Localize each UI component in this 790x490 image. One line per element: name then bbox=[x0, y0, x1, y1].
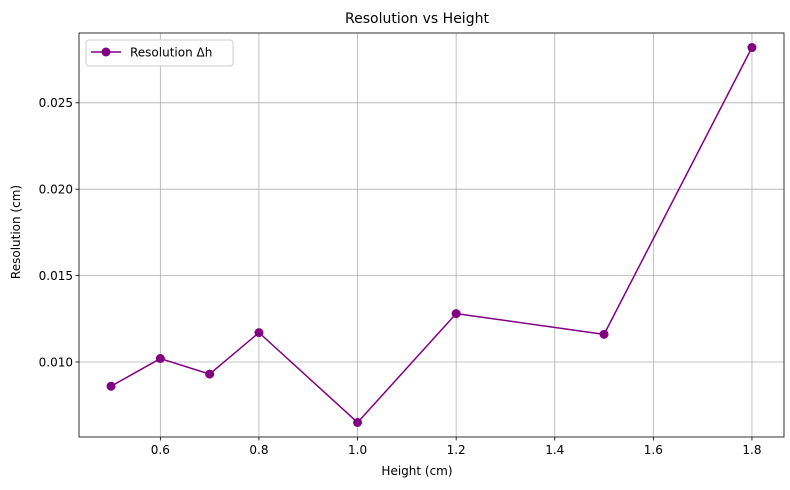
x-tick-label: 1.0 bbox=[348, 443, 367, 457]
grid bbox=[79, 33, 784, 437]
y-axis-label: Resolution (cm) bbox=[9, 185, 23, 279]
x-axis-label: Height (cm) bbox=[381, 464, 452, 478]
legend-entry-label: Resolution Δh bbox=[130, 46, 212, 60]
x-ticks: 0.6 0.8 1.0 1.2 1.4 1.6 1.8 bbox=[151, 437, 762, 457]
y-tick-label: 0.020 bbox=[39, 183, 73, 197]
y-tick-label: 0.010 bbox=[39, 355, 73, 369]
series-layer bbox=[106, 43, 757, 427]
data-point bbox=[254, 328, 264, 338]
data-point bbox=[205, 369, 215, 379]
x-tick-label: 1.2 bbox=[447, 443, 466, 457]
data-point bbox=[155, 354, 165, 364]
x-tick-label: 1.4 bbox=[545, 443, 564, 457]
x-tick-label: 0.6 bbox=[151, 443, 170, 457]
legend: Resolution Δh bbox=[85, 39, 234, 67]
x-tick-label: 1.8 bbox=[742, 443, 761, 457]
plot-frame bbox=[78, 32, 785, 438]
data-point bbox=[106, 381, 116, 391]
data-point bbox=[599, 329, 609, 339]
legend-marker bbox=[101, 47, 111, 57]
y-ticks: 0.010 0.015 0.020 0.025 bbox=[39, 96, 79, 369]
chart-title: Resolution vs Height bbox=[345, 11, 489, 27]
data-point bbox=[747, 43, 757, 53]
data-point bbox=[353, 417, 363, 427]
data-point bbox=[451, 309, 461, 319]
series-line bbox=[110, 46, 753, 424]
x-tick-label: 0.8 bbox=[249, 443, 268, 457]
y-tick-label: 0.025 bbox=[39, 96, 73, 110]
x-tick-label: 1.6 bbox=[644, 443, 663, 457]
legend-box bbox=[85, 39, 234, 67]
y-tick-label: 0.015 bbox=[39, 269, 73, 283]
axes bbox=[78, 32, 785, 438]
